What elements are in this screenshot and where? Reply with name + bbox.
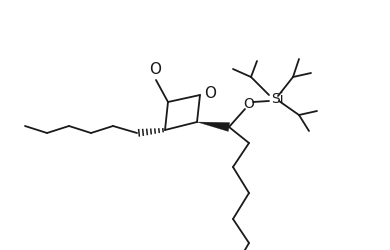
Text: O: O — [149, 62, 161, 78]
Text: O: O — [204, 86, 216, 102]
Text: Si: Si — [271, 92, 283, 106]
Polygon shape — [197, 122, 230, 132]
Text: O: O — [244, 97, 254, 111]
